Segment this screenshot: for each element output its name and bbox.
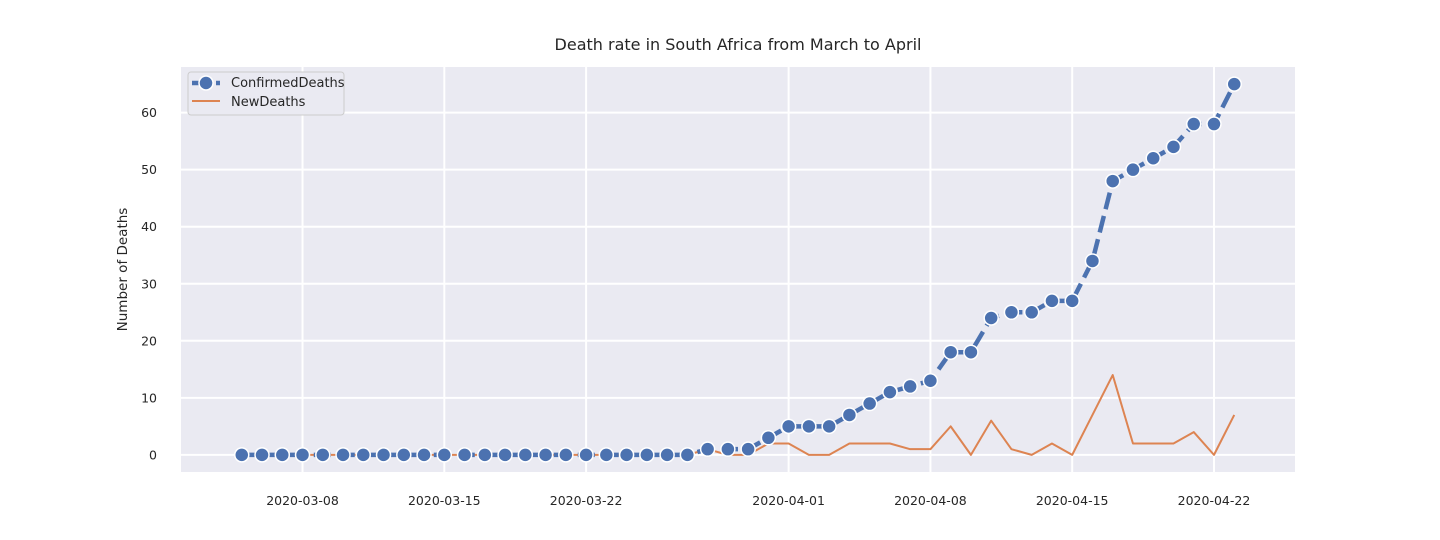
data-point-confirmed-deaths bbox=[699, 441, 716, 457]
data-point-confirmed-deaths bbox=[639, 447, 655, 463]
y-tick-label: 60 bbox=[141, 105, 157, 120]
grid bbox=[181, 67, 1295, 472]
series-layer bbox=[234, 76, 1242, 463]
data-point-confirmed-deaths bbox=[861, 395, 878, 412]
plot-area bbox=[181, 67, 1295, 472]
x-tick-label: 2020-04-15 bbox=[1036, 493, 1109, 508]
data-point-confirmed-deaths bbox=[598, 447, 615, 463]
data-point-confirmed-deaths bbox=[1064, 293, 1080, 309]
data-point-confirmed-deaths bbox=[375, 447, 392, 463]
data-point-confirmed-deaths bbox=[537, 447, 554, 463]
legend-label-confirmed-deaths: ConfirmedDeaths bbox=[231, 76, 345, 91]
data-point-confirmed-deaths bbox=[1145, 150, 1161, 167]
data-point-confirmed-deaths bbox=[294, 447, 311, 463]
data-point-confirmed-deaths bbox=[1165, 139, 1182, 155]
data-point-confirmed-deaths bbox=[517, 447, 534, 463]
data-point-confirmed-deaths bbox=[1084, 253, 1101, 269]
y-tick-label: 50 bbox=[141, 162, 157, 177]
y-tick-label: 20 bbox=[141, 333, 157, 348]
data-point-confirmed-deaths bbox=[558, 447, 574, 463]
legend-box bbox=[187, 71, 345, 116]
x-tick-label: 2020-03-08 bbox=[266, 493, 339, 508]
data-point-confirmed-deaths bbox=[740, 441, 756, 457]
y-tick-label: 40 bbox=[141, 219, 157, 234]
data-point-confirmed-deaths bbox=[315, 447, 331, 463]
data-point-confirmed-deaths bbox=[983, 310, 999, 326]
data-point-confirmed-deaths bbox=[234, 447, 250, 463]
data-point-confirmed-deaths bbox=[1226, 76, 1242, 92]
data-point-confirmed-deaths bbox=[679, 447, 696, 463]
data-point-confirmed-deaths bbox=[416, 447, 432, 463]
y-tick-label: 0 bbox=[149, 447, 157, 462]
data-point-confirmed-deaths bbox=[355, 447, 372, 463]
y-tick-label: 30 bbox=[141, 276, 157, 291]
data-point-confirmed-deaths bbox=[780, 418, 797, 435]
data-point-confirmed-deaths bbox=[659, 447, 675, 463]
data-point-confirmed-deaths bbox=[1125, 161, 1141, 178]
legend: ConfirmedDeaths NewDeaths bbox=[187, 71, 345, 116]
data-point-confirmed-deaths bbox=[1003, 304, 1020, 321]
data-point-confirmed-deaths bbox=[1044, 293, 1060, 309]
data-point-confirmed-deaths bbox=[396, 447, 412, 463]
y-axis-label: Number of Deaths bbox=[115, 208, 131, 332]
data-point-confirmed-deaths bbox=[942, 344, 959, 360]
data-point-confirmed-deaths bbox=[801, 418, 817, 435]
data-point-confirmed-deaths bbox=[841, 407, 858, 423]
data-point-confirmed-deaths bbox=[1206, 116, 1222, 132]
y-tick-labels: 0 10 20 30 40 50 60 bbox=[141, 105, 157, 462]
data-point-confirmed-deaths bbox=[497, 447, 513, 463]
x-tick-labels: 2020-03-08 2020-03-15 2020-03-22 2020-04-01… bbox=[266, 493, 1250, 508]
data-point-confirmed-deaths bbox=[1104, 173, 1121, 189]
data-point-confirmed-deaths bbox=[274, 447, 291, 463]
x-tick-label: 2020-04-22 bbox=[1178, 493, 1251, 508]
x-tick-label: 2020-03-15 bbox=[408, 493, 481, 508]
x-tick-label: 2020-03-22 bbox=[550, 493, 623, 508]
data-point-confirmed-deaths bbox=[720, 441, 736, 457]
data-point-confirmed-deaths bbox=[963, 344, 979, 360]
data-point-confirmed-deaths bbox=[1023, 304, 1040, 321]
y-tick-label: 10 bbox=[141, 390, 157, 405]
data-point-confirmed-deaths bbox=[436, 447, 453, 463]
data-point-confirmed-deaths bbox=[254, 447, 270, 463]
data-point-confirmed-deaths bbox=[618, 447, 635, 463]
data-point-confirmed-deaths bbox=[760, 430, 777, 446]
data-point-confirmed-deaths bbox=[882, 384, 898, 400]
data-point-confirmed-deaths bbox=[335, 447, 351, 463]
x-tick-label: 2020-04-08 bbox=[894, 493, 967, 508]
data-point-confirmed-deaths bbox=[456, 447, 473, 463]
data-point-confirmed-deaths bbox=[821, 418, 837, 435]
x-tick-label: 2020-04-01 bbox=[752, 493, 825, 508]
legend-marker-confirmed-deaths bbox=[198, 75, 214, 91]
data-point-confirmed-deaths bbox=[578, 447, 594, 463]
data-point-confirmed-deaths bbox=[477, 447, 493, 463]
data-point-confirmed-deaths bbox=[1185, 116, 1202, 132]
data-point-confirmed-deaths bbox=[902, 378, 918, 395]
chart-title: Death rate in South Africa from March to… bbox=[555, 35, 922, 54]
legend-label-new-deaths: NewDeaths bbox=[231, 95, 306, 110]
data-point-confirmed-deaths bbox=[922, 372, 939, 389]
